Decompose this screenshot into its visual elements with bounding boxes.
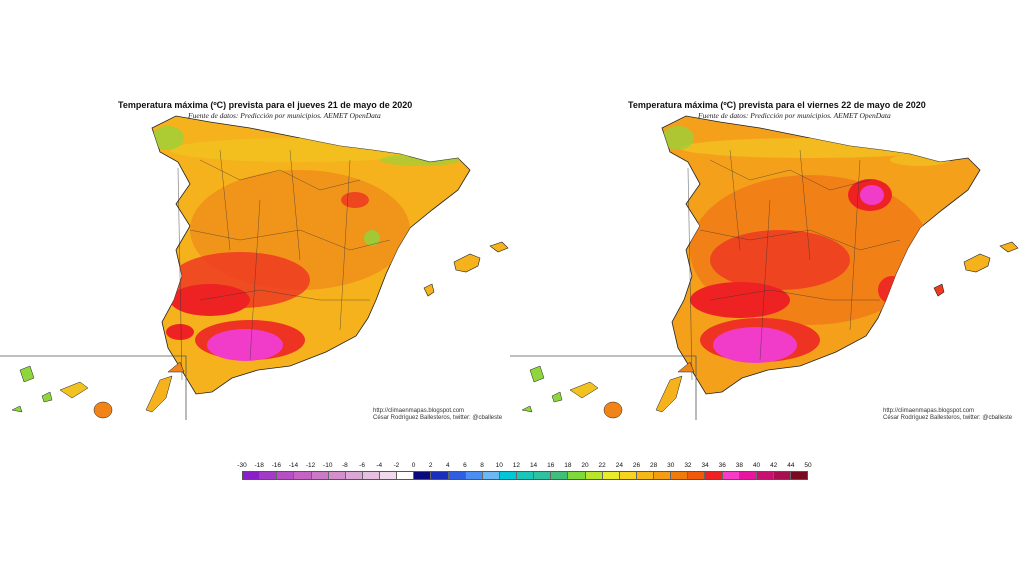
legend-tick-label: 36	[718, 462, 726, 469]
legend-tick-label: -30	[237, 462, 247, 469]
credit-url: http://climaenmapas.blogspot.com	[883, 408, 975, 414]
legend-tick-label: 42	[770, 462, 778, 469]
legend-tick-label: 18	[564, 462, 572, 469]
legend-color-bar	[242, 471, 808, 480]
legend-tick-label: 24	[615, 462, 623, 469]
legend-tick-label: 20	[581, 462, 589, 469]
legend-tick-label: 14	[529, 462, 538, 469]
legend-swatch	[294, 472, 312, 479]
temperature-map-friday	[510, 115, 1019, 420]
legend-swatch	[243, 472, 261, 479]
legend-labels: -30 -18 -16 -14 -12 -10 -8 -6 -4 -2 0 2 4 6 8 10 12 14 16 1…	[237, 462, 812, 471]
legend-tick-label: 40	[752, 462, 761, 469]
legend-swatch	[722, 472, 740, 479]
legend-swatch	[345, 472, 363, 479]
map-title: Temperatura máxima (ºC) prevista para el…	[628, 100, 926, 110]
legend-swatch	[585, 472, 603, 479]
legend-swatch	[448, 472, 466, 479]
legend-tick-label: -6	[359, 462, 365, 469]
legend-tick-label: 10	[495, 462, 503, 469]
legend-swatch	[431, 472, 449, 479]
legend-tick-label: 0	[411, 462, 416, 469]
legend-tick-label: -14	[288, 462, 299, 469]
legend-tick-label: 30	[667, 462, 675, 469]
legend-swatch	[619, 472, 637, 479]
legend-tick-label: 22	[598, 462, 606, 469]
legend-swatch	[551, 472, 569, 479]
legend-tick-label: -2	[393, 462, 400, 469]
mainland-spain-portugal	[151, 115, 471, 395]
legend-tick-label: 44	[787, 462, 795, 469]
balearic-islands	[933, 241, 1019, 297]
legend-tick-label: 38	[735, 462, 744, 469]
legend-swatch	[756, 472, 774, 479]
legend-tick-label: 16	[547, 462, 555, 469]
legend-swatch	[791, 472, 808, 479]
credit-author: César Rodríguez Ballesteros, twitter: @c…	[883, 415, 1013, 421]
legend-swatch	[465, 472, 483, 479]
legend-swatch	[739, 472, 757, 479]
legend-tick-label: -4	[376, 462, 383, 469]
legend-swatch	[380, 472, 398, 479]
legend-tick-label: 28	[650, 462, 658, 469]
temperature-legend: -30 -18 -16 -14 -12 -10 -8 -6 -4 -2 0 2 4 6 8 10 12 14 16 1…	[237, 462, 812, 482]
legend-swatch	[636, 472, 654, 479]
legend-tick-label: 2	[428, 462, 433, 469]
legend-tick-label: -16	[271, 462, 281, 469]
legend-tick-label: 12	[512, 462, 521, 469]
legend-tick-label: 4	[446, 462, 450, 469]
legend-tick-label: 6	[463, 462, 467, 469]
legend-swatch	[311, 472, 329, 479]
credit-author: César Rodríguez Ballesteros, twitter: @c…	[373, 415, 503, 421]
legend-swatch	[517, 472, 535, 479]
legend-swatch	[688, 472, 706, 479]
legend-swatch	[654, 472, 672, 479]
legend-swatch	[362, 472, 380, 479]
map-subtitle: Fuente de datos: Predicción por municipi…	[698, 111, 891, 120]
credit-url: http://climaenmapas.blogspot.com	[373, 408, 465, 414]
balearic-islands	[423, 241, 509, 297]
legend-tick-label: 26	[632, 462, 641, 469]
map-title: Temperatura máxima (ºC) prevista para el…	[118, 100, 413, 110]
legend-swatch	[414, 472, 432, 479]
map-panel-thursday: Temperatura máxima (ºC) prevista para el…	[0, 0, 512, 440]
legend-tick-label: -10	[323, 462, 333, 469]
legend-swatch	[277, 472, 295, 479]
legend-tick-label: -12	[305, 462, 316, 469]
mainland-spain-portugal	[661, 115, 981, 395]
legend-tick-label: 50	[804, 462, 812, 469]
legend-swatch	[397, 472, 415, 479]
legend-tick-label: 34	[701, 462, 709, 469]
legend-swatch	[260, 472, 278, 479]
canary-islands-inset	[510, 355, 697, 420]
map-panel-friday: Temperatura máxima (ºC) prevista para el…	[510, 0, 1022, 440]
temperature-map-thursday	[0, 115, 509, 420]
legend-tick-label: 32	[684, 462, 692, 469]
legend-swatch	[602, 472, 620, 479]
legend-swatch	[705, 472, 723, 479]
map-subtitle: Fuente de datos: Predicción por municipi…	[188, 111, 381, 120]
legend-tick-label: -18	[254, 462, 264, 469]
legend-swatch	[671, 472, 689, 479]
legend-swatch	[773, 472, 791, 479]
canary-islands-inset	[0, 355, 187, 420]
legend-tick-label: 8	[480, 462, 484, 469]
legend-swatch	[568, 472, 586, 479]
legend-swatch	[482, 472, 500, 479]
legend-swatch	[328, 472, 346, 479]
legend-tick-label: -8	[342, 462, 348, 469]
legend-swatch	[534, 472, 552, 479]
legend-swatch	[499, 472, 517, 479]
